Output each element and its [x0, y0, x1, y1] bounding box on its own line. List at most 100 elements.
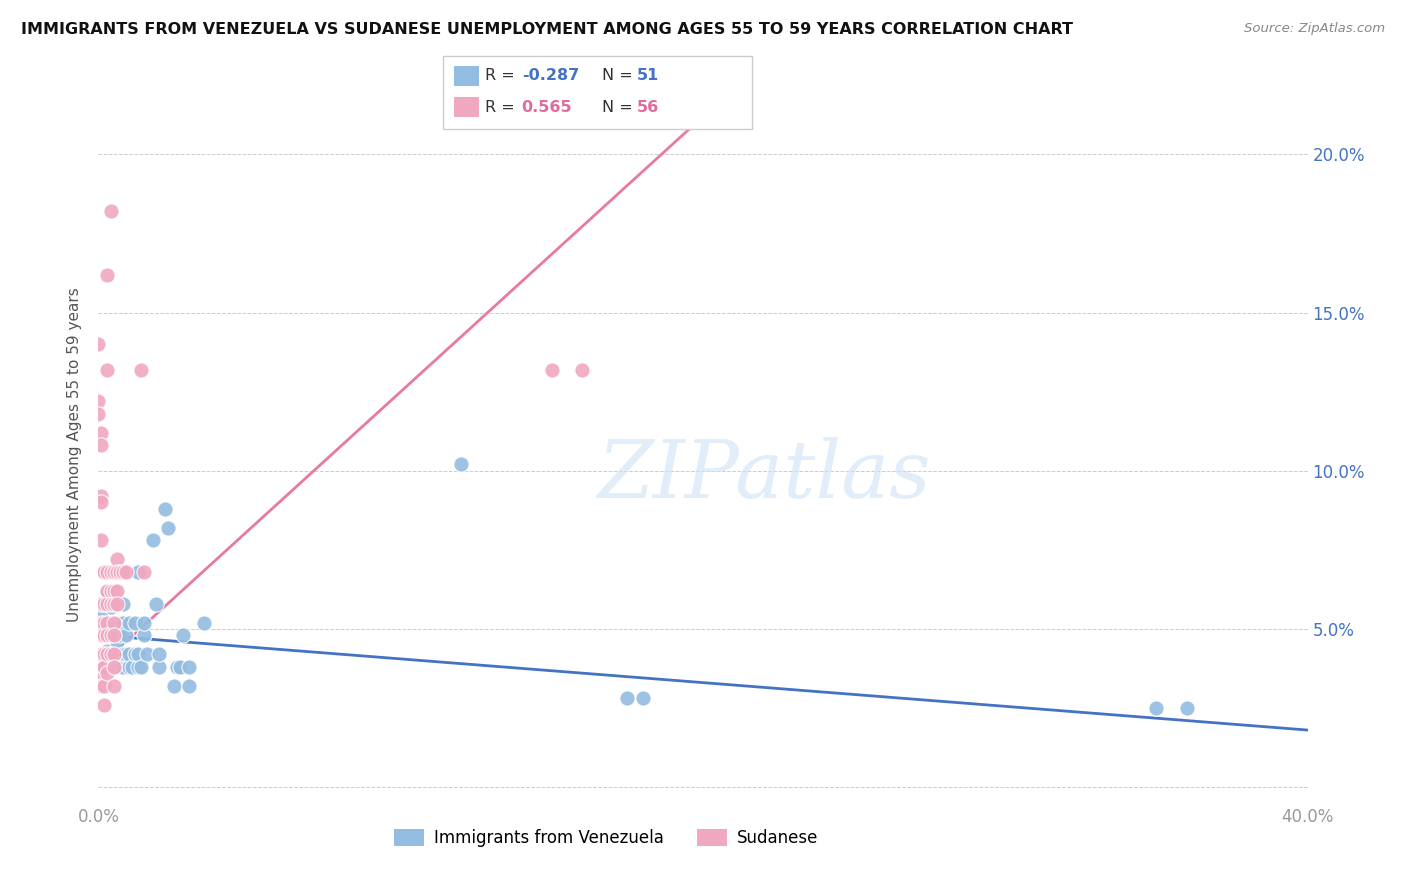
Text: R =: R =: [485, 69, 520, 83]
Point: [93, 660, 115, 674]
Point: [105, 583, 128, 598]
Point: [193, 615, 215, 630]
Point: [103, 615, 125, 630]
Point: [96, 597, 118, 611]
Point: [100, 647, 122, 661]
Y-axis label: Unemployment Among Ages 55 to 59 years: Unemployment Among Ages 55 to 59 years: [67, 287, 83, 623]
Text: N =: N =: [602, 69, 638, 83]
Point: [93, 565, 115, 579]
Point: [132, 628, 155, 642]
Point: [148, 647, 170, 661]
Point: [103, 679, 125, 693]
Point: [103, 565, 125, 579]
Point: [96, 615, 118, 630]
Point: [111, 647, 134, 661]
Point: [90, 647, 112, 661]
Point: [105, 653, 128, 667]
Point: [169, 660, 191, 674]
Point: [124, 615, 146, 630]
Point: [100, 565, 122, 579]
Point: [103, 628, 125, 642]
Point: [93, 647, 115, 661]
Point: [100, 597, 122, 611]
Point: [631, 691, 654, 706]
Point: [103, 583, 125, 598]
Point: [105, 565, 128, 579]
Point: [90, 489, 112, 503]
Point: [114, 628, 136, 642]
Point: [145, 597, 167, 611]
Point: [108, 628, 131, 642]
Point: [96, 628, 118, 642]
Point: [103, 565, 125, 579]
Point: [105, 634, 128, 648]
Point: [87, 394, 110, 409]
Point: [100, 583, 122, 598]
Point: [103, 660, 125, 674]
Point: [132, 615, 155, 630]
Point: [111, 615, 134, 630]
Point: [450, 458, 472, 472]
Text: IMMIGRANTS FROM VENEZUELA VS SUDANESE UNEMPLOYMENT AMONG AGES 55 TO 59 YEARS COR: IMMIGRANTS FROM VENEZUELA VS SUDANESE UN…: [21, 22, 1073, 37]
Point: [105, 552, 128, 566]
Point: [90, 438, 112, 452]
Text: ZIPatlas: ZIPatlas: [596, 437, 931, 515]
Point: [129, 660, 152, 674]
Point: [96, 666, 118, 681]
Point: [114, 565, 136, 579]
Point: [108, 615, 131, 630]
Point: [163, 679, 186, 693]
Point: [93, 622, 115, 636]
Point: [103, 583, 125, 598]
Point: [90, 628, 112, 642]
Point: [100, 599, 122, 614]
Point: [179, 660, 201, 674]
Point: [1144, 701, 1167, 715]
Text: N =: N =: [602, 100, 638, 114]
Point: [90, 425, 112, 440]
Point: [153, 501, 176, 516]
Point: [156, 521, 179, 535]
Text: R =: R =: [485, 100, 520, 114]
Text: 51: 51: [637, 69, 659, 83]
Point: [179, 679, 201, 693]
Text: 0.565: 0.565: [522, 100, 572, 114]
Point: [103, 622, 125, 636]
Legend: Immigrants from Venezuela, Sudanese: Immigrants from Venezuela, Sudanese: [387, 822, 825, 854]
Point: [93, 565, 115, 579]
Point: [616, 691, 638, 706]
Point: [93, 597, 115, 611]
Point: [124, 647, 146, 661]
Point: [96, 583, 118, 598]
Point: [90, 615, 112, 630]
Point: [100, 615, 122, 630]
Point: [96, 362, 118, 376]
Point: [108, 660, 131, 674]
Point: [96, 647, 118, 661]
Point: [142, 533, 165, 548]
Point: [111, 597, 134, 611]
Text: 56: 56: [637, 100, 659, 114]
Point: [87, 407, 110, 421]
Point: [172, 628, 194, 642]
Text: Source: ZipAtlas.com: Source: ZipAtlas.com: [1244, 22, 1385, 36]
Point: [103, 597, 125, 611]
Point: [132, 565, 155, 579]
Point: [93, 628, 115, 642]
Point: [127, 647, 149, 661]
Point: [90, 666, 112, 681]
Point: [90, 533, 112, 548]
Point: [111, 660, 134, 674]
Point: [129, 362, 152, 376]
Point: [96, 268, 118, 282]
Point: [87, 337, 110, 351]
Point: [114, 647, 136, 661]
Point: [166, 660, 188, 674]
Point: [100, 628, 122, 642]
Point: [127, 565, 149, 579]
Point: [90, 597, 112, 611]
Point: [118, 660, 141, 674]
Point: [103, 647, 125, 661]
Point: [571, 362, 593, 376]
Point: [90, 679, 112, 693]
